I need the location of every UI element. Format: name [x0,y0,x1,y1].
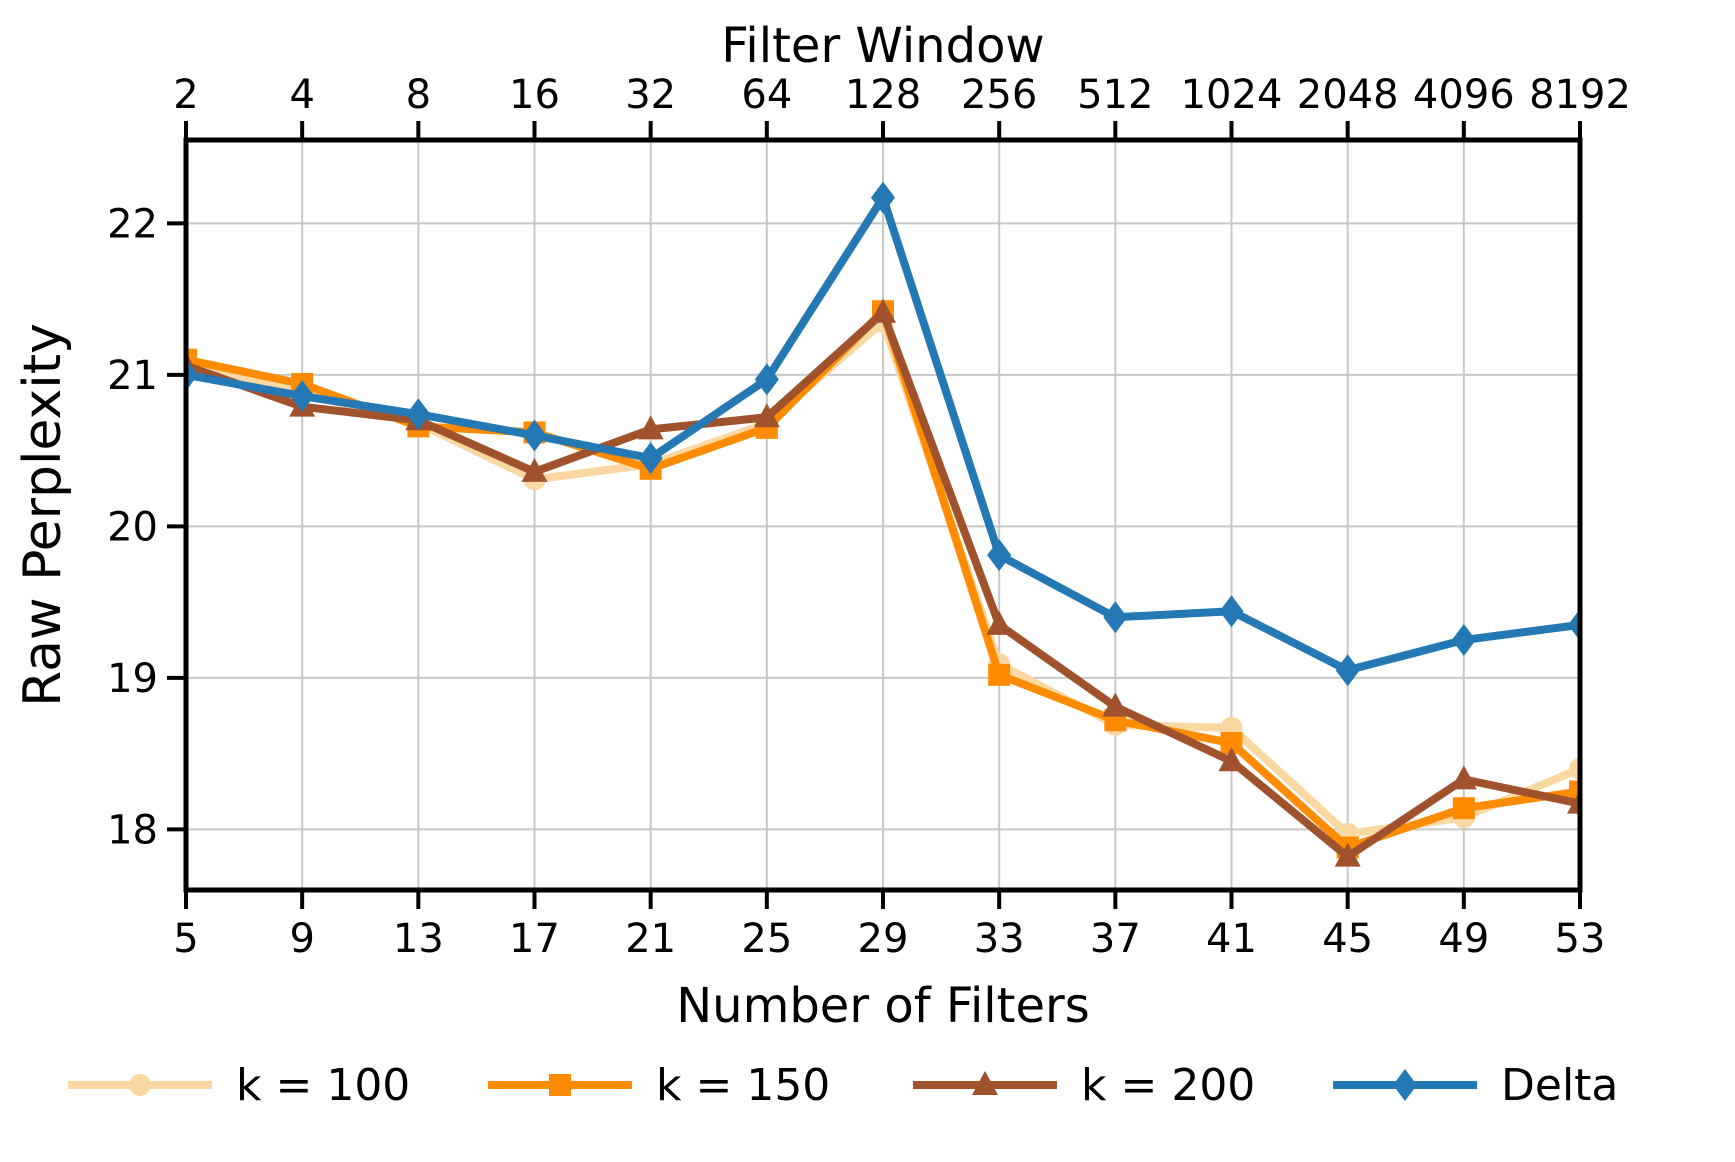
x-axis-title: Number of Filters [676,978,1089,1034]
legend-swatch-marker [129,1074,151,1096]
x-tick-label: 13 [393,916,444,962]
top-tick-label: 8 [406,72,431,118]
legend-item-k-200: k = 200 [913,1060,1255,1111]
y-axis-title: Raw Perplexity [13,323,73,707]
gridlines [185,140,1581,890]
legend-swatch-marker [549,1074,571,1096]
y-tick-label: 21 [107,353,158,399]
top-tick-label: 512 [1077,72,1153,118]
marker-delta [406,398,431,431]
x-tick-label: 33 [974,916,1025,962]
legend-swatch-marker [972,1071,998,1095]
marker-k-150 [186,348,197,371]
legend-item-delta: Delta [1333,1060,1618,1111]
marker-k-200 [986,610,1013,635]
marker-k-150 [1569,780,1580,803]
x-tick-label: 37 [1090,916,1141,962]
marker-k-200 [1450,765,1477,790]
marker-delta [1335,654,1360,687]
x-tick-label: 5 [173,916,198,962]
series-delta [186,181,1580,687]
marker-k-200 [1334,842,1361,867]
x-tick-label: 17 [509,916,560,962]
x-tick-label: 41 [1206,916,1257,962]
marker-delta [522,419,547,452]
marker-delta [754,363,779,396]
marker-k-150 [988,663,1011,686]
top-axis-title: Filter Window [721,18,1044,74]
marker-k-150 [1452,797,1475,820]
marker-delta [638,442,663,475]
legend-label: k = 150 [656,1060,830,1111]
legend-label: k = 200 [1081,1060,1255,1111]
marker-k-100 [1569,757,1580,780]
marker-delta [1568,608,1580,641]
marker-delta [290,380,315,413]
marker-k-200 [870,298,896,323]
chart-render-root: 5294138171621322564291283325637512411024… [68,72,1631,1111]
legend: k = 100 k = 150 k = 200 Delta [68,1060,1618,1111]
top-tick-label: 8192 [1529,72,1631,118]
top-tick-label: 4096 [1413,72,1515,118]
top-tick-label: 2 [173,72,198,118]
y-tick-label: 18 [107,807,158,853]
marker-delta [987,539,1012,572]
marker-k-200 [637,415,664,440]
top-tick-label: 16 [509,72,560,118]
top-tick-label: 1024 [1181,72,1283,118]
marker-delta [1103,601,1128,634]
legend-swatch-marker [1393,1069,1417,1101]
top-tick-label: 64 [741,72,792,118]
y-tick-label: 22 [107,201,158,247]
top-tick-label: 128 [845,72,921,118]
legend-item-k-100: k = 100 [68,1060,410,1111]
y-tick-label: 20 [107,504,158,550]
marker-k-200 [1218,747,1245,772]
x-tick-label: 53 [1555,916,1606,962]
legend-label: Delta [1501,1060,1618,1111]
axes-spines [183,137,1583,893]
tick-marks [167,121,1582,909]
top-tick-label: 4 [289,72,314,118]
top-tick-label: 256 [961,72,1037,118]
marker-k-200 [1567,789,1580,814]
x-tick-label: 49 [1438,916,1489,962]
marker-delta [871,181,895,214]
tick-labels: 5294138171621322564291283325637512411024… [107,72,1631,962]
marker-delta [1219,595,1244,628]
marker-k-200 [753,403,780,428]
marker-delta [1451,624,1476,656]
legend-item-k-150: k = 150 [488,1060,830,1111]
marker-k-200 [1102,692,1129,717]
marker-k-150 [1220,732,1243,755]
top-tick-label: 32 [625,72,676,118]
top-tick-label: 2048 [1297,72,1399,118]
x-tick-label: 21 [625,916,676,962]
x-tick-label: 45 [1322,916,1373,962]
x-tick-label: 25 [741,916,792,962]
x-tick-label: 29 [858,916,909,962]
legend-label: k = 100 [236,1060,410,1111]
marker-delta [186,358,198,391]
x-tick-label: 9 [289,916,314,962]
y-tick-label: 19 [107,656,158,702]
marker-k-200 [521,457,548,482]
